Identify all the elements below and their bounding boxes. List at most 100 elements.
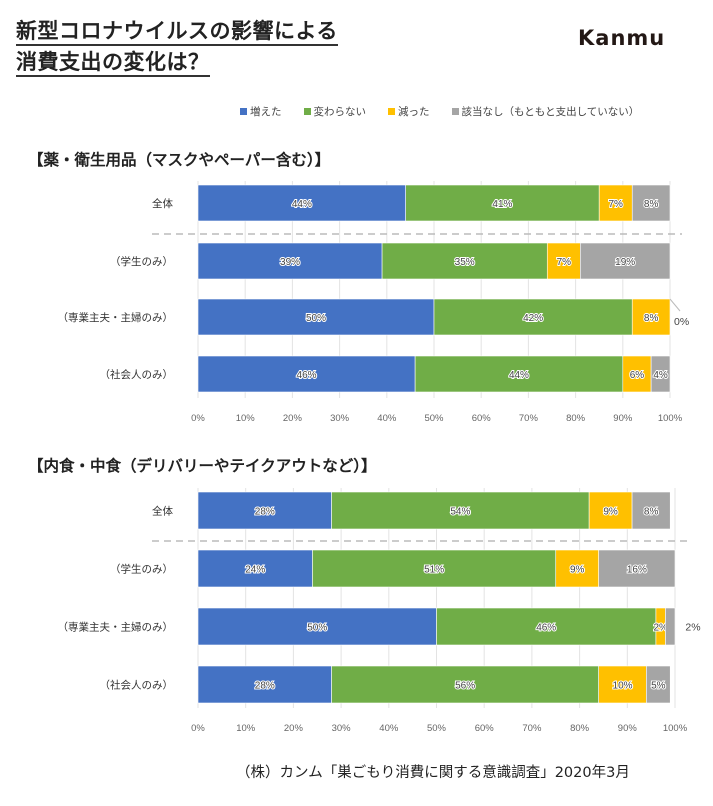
data-label: 46% [536, 623, 556, 634]
chart-legend: 増えた 変わらない 減った 該当なし（もともと支出していない） [240, 104, 661, 119]
data-label: 7% [557, 257, 572, 268]
data-label: 16% [627, 565, 647, 576]
bar-segment [622, 355, 652, 393]
x-tick-label: 30% [330, 413, 350, 424]
category-label: （社会人のみ） [100, 368, 174, 381]
bar-segment [631, 184, 671, 222]
legend-swatch [240, 108, 247, 115]
data-label: 50% [306, 313, 326, 324]
bar-segment [546, 242, 581, 280]
x-tick-label: 50% [427, 723, 447, 734]
x-tick-label: 80% [566, 413, 586, 424]
category-label: （専業主夫・主婦のみ） [58, 621, 174, 634]
source-caption: （株）カンム「巣ごもり消費に関する意識調査」2020年3月 [236, 765, 630, 781]
x-tick-label: 40% [379, 723, 399, 734]
bar-segment [598, 665, 647, 704]
data-label: 19% [615, 257, 635, 268]
data-label: 28% [255, 507, 275, 518]
bar-segment [631, 491, 671, 530]
page-title-line-1: 新型コロナウイルスの影響による [16, 18, 338, 46]
bar-segment [197, 607, 437, 646]
page-title-line-2: 消費支出の変化は？ [16, 49, 210, 77]
data-label: 42% [523, 313, 543, 324]
x-tick-label: 100% [658, 413, 683, 424]
data-label: 39% [280, 257, 300, 268]
legend-swatch [451, 108, 459, 115]
data-label: 54% [450, 507, 470, 518]
legend-item-increased: 増えた [240, 104, 282, 119]
data-label: 51% [424, 565, 444, 576]
category-label: （学生のみ） [110, 255, 173, 268]
x-tick-label: 80% [570, 723, 590, 734]
legend-item-not-applicable: 該当なし（もともと支出していない） [451, 104, 639, 119]
bar-segment [197, 665, 332, 704]
data-label: 24% [245, 565, 265, 576]
data-label: 10% [613, 681, 633, 692]
data-label: 2% [685, 622, 700, 634]
bar-segment [650, 355, 671, 393]
x-tick-label: 10% [236, 723, 256, 734]
x-tick-label: 70% [519, 413, 539, 424]
chart-2-title: 【内食・中食（デリバリーやテイクアウトなど）】 [28, 457, 377, 475]
category-label: （学生のみ） [110, 563, 173, 576]
data-label: 2% [653, 623, 668, 634]
data-label: 9% [570, 565, 585, 576]
bar-segment [331, 491, 590, 530]
legend-item-unchanged: 変わらない [303, 104, 367, 119]
data-label: 8% [644, 199, 659, 210]
legend-swatch [388, 108, 395, 115]
data-label: 6% [630, 370, 645, 381]
bar-segment [631, 298, 671, 336]
category-label: （専業主夫・主婦のみ） [58, 311, 174, 324]
category-label: 全体 [152, 505, 173, 518]
bar-segment [436, 607, 657, 646]
data-label: 44% [509, 370, 529, 381]
data-label: 8% [644, 313, 659, 324]
legend-label: 増えた [250, 106, 282, 118]
chart-1-title: 【薬・衛生用品（マスクやペーパー含む）】 [28, 151, 331, 169]
data-label: 46% [297, 370, 317, 381]
data-label: 4% [653, 370, 668, 381]
x-tick-label: 90% [618, 723, 638, 734]
data-label: 41% [492, 199, 512, 210]
bar-segment [381, 242, 548, 280]
x-tick-label: 60% [472, 413, 492, 424]
x-tick-label: 10% [236, 413, 256, 424]
bar-segment [433, 298, 633, 336]
data-label: 5% [651, 681, 666, 692]
bar-segment [665, 607, 676, 646]
x-tick-label: 30% [332, 723, 352, 734]
bar-segment [197, 242, 383, 280]
bar-segment [588, 491, 633, 530]
bar-segment [197, 298, 435, 336]
x-tick-label: 60% [475, 723, 495, 734]
legend-label: 変わらない [313, 106, 367, 118]
bar-segment [312, 549, 557, 588]
brand-logo: Kanmu [578, 26, 666, 50]
data-label: 8% [644, 507, 659, 518]
x-tick-label: 0% [191, 413, 205, 424]
bar-segment [598, 549, 676, 588]
legend-item-decreased: 減った [388, 104, 430, 119]
x-tick-label: 50% [424, 413, 444, 424]
x-tick-label: 20% [283, 413, 303, 424]
bar-segment [580, 242, 671, 280]
x-tick-label: 100% [663, 723, 688, 734]
x-tick-label: 0% [191, 723, 205, 734]
bar-segment [197, 355, 416, 393]
legend-swatch [303, 108, 311, 115]
x-tick-label: 40% [377, 413, 397, 424]
category-label: （社会人のみ） [100, 679, 174, 692]
x-tick-label: 90% [613, 413, 633, 424]
data-label: 56% [455, 681, 475, 692]
bar-segment [414, 355, 624, 393]
x-tick-label: 20% [284, 723, 304, 734]
data-label: 35% [455, 257, 475, 268]
legend-label: 減った [398, 106, 430, 118]
bar-segment [646, 665, 671, 704]
category-label: 全体 [152, 197, 173, 210]
data-label: 9% [603, 507, 618, 518]
data-label: 0% [674, 316, 689, 328]
data-label: 44% [292, 199, 312, 210]
